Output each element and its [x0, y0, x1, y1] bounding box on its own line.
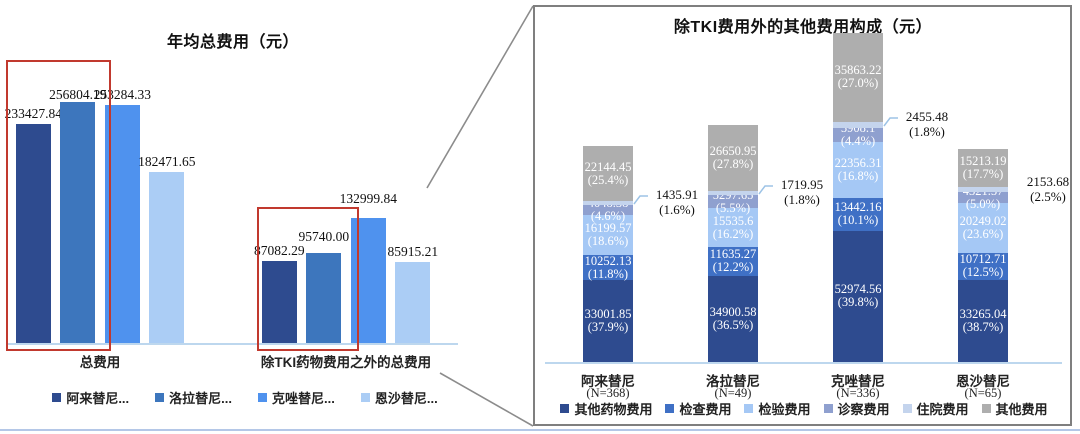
left-bar-克唑替尼-1 — [350, 218, 386, 343]
callout-label-克唑替尼: 2455.48 (1.8%) — [905, 108, 949, 139]
left-legend-item: 阿来替尼... — [52, 388, 129, 407]
right-category-label: 洛拉替尼 — [706, 374, 760, 389]
segment-检查费用-克唑替尼 — [833, 197, 883, 231]
left-legend-item: 恩沙替尼... — [360, 388, 438, 407]
right-legend-item: 检验费用 — [744, 399, 811, 418]
legend-swatch-icon — [981, 404, 991, 413]
right-category-n-label: (N=336) — [836, 386, 880, 400]
highlight-box-excl-tki — [257, 207, 359, 351]
right-chart-legend: 其他药物费用 检查费用 检验费用 诊察费用 住院费用 其他费用 — [540, 399, 1068, 418]
left-legend-item: 克唑替尼... — [258, 388, 335, 407]
segment-检验费用-阿来替尼 — [583, 214, 633, 255]
legend-swatch-icon — [155, 393, 165, 402]
right-chart-title: 除TKI费用外的其他费用构成（元） — [673, 19, 933, 36]
segment-住院费用-洛拉替尼 — [708, 190, 758, 196]
left-bar-value-label: 256804.19 — [49, 86, 107, 102]
segment-其他药物费用-阿来替尼 — [583, 280, 633, 362]
legend-swatch-icon — [52, 393, 62, 402]
left-bar-阿来替尼-0 — [15, 123, 51, 343]
left-bar-value-label: 87082.29 — [253, 243, 305, 259]
highlight-box-total — [6, 60, 111, 351]
page-bottom-rule — [0, 429, 1080, 431]
segment-住院费用-阿来替尼 — [583, 201, 633, 205]
segment-诊察费用-恩沙替尼 — [958, 192, 1008, 203]
callout-label-洛拉替尼: 1719.95 (1.8%) — [780, 177, 824, 208]
callout-label-恩沙替尼: 2153.68 (2.5%) — [1026, 173, 1070, 204]
segment-检验费用-洛拉替尼 — [708, 208, 758, 247]
right-x-axis — [545, 362, 1062, 364]
left-bar-value-label: 182471.65 — [138, 153, 196, 169]
segment-检验费用-恩沙替尼 — [958, 203, 1008, 254]
segment-住院费用-克唑替尼 — [833, 121, 883, 128]
segment-诊察费用-阿来替尼 — [583, 204, 633, 215]
legend-swatch-icon — [258, 393, 267, 402]
left-bar-value-label: 95740.00 — [298, 229, 350, 245]
left-bar-value-label: 233427.84 — [4, 105, 62, 121]
legend-swatch-icon — [360, 393, 370, 402]
segment-其他药物费用-洛拉替尼 — [708, 275, 758, 362]
segment-住院费用-恩沙替尼 — [958, 186, 1008, 193]
left-bar-洛拉替尼-0 — [60, 101, 96, 343]
legend-swatch-icon — [560, 404, 570, 413]
segment-诊察费用-洛拉替尼 — [708, 195, 758, 209]
segment-其他费用-恩沙替尼 — [958, 149, 1008, 187]
left-category-label: 总费用 — [79, 355, 121, 370]
callout-elbow-line — [758, 185, 773, 195]
left-bar-恩沙替尼-1 — [395, 262, 431, 343]
legend-swatch-icon — [823, 404, 833, 413]
segment-其他费用-洛拉替尼 — [708, 125, 758, 191]
right-legend-item: 住院费用 — [902, 399, 969, 418]
left-bar-value-label: 85915.21 — [387, 244, 439, 260]
left-bar-阿来替尼-1 — [261, 261, 297, 343]
segment-检查费用-洛拉替尼 — [708, 246, 758, 276]
left-category-label: 除TKI药物费用之外的总费用 — [260, 355, 432, 370]
segment-其他费用-克唑替尼 — [833, 32, 883, 122]
callout-elbow-line — [883, 116, 898, 127]
left-legend-item: 洛拉替尼... — [155, 388, 232, 407]
legend-swatch-icon — [665, 404, 675, 413]
right-category-label: 阿来替尼 — [581, 374, 635, 389]
segment-其他费用-阿来替尼 — [583, 146, 633, 202]
right-category-label: 恩沙替尼 — [956, 374, 1010, 389]
right-legend-item: 其他费用 — [981, 399, 1048, 418]
legend-swatch-icon — [744, 404, 754, 413]
segment-诊察费用-克唑替尼 — [833, 127, 883, 143]
right-category-n-label: (N=65) — [964, 386, 1002, 400]
segment-检查费用-阿来替尼 — [583, 254, 633, 281]
callout-label-阿来替尼: 1435.91 (1.6%) — [655, 187, 699, 218]
left-chart-legend: 阿来替尼... 洛拉替尼... 克唑替尼... 恩沙替尼... — [30, 388, 460, 407]
left-bar-洛拉替尼-1 — [306, 253, 342, 343]
left-bar-恩沙替尼-0 — [149, 171, 185, 343]
left-bar-value-label: 132999.84 — [339, 191, 397, 207]
right-category-n-label: (N=368) — [586, 386, 630, 400]
left-x-axis — [6, 343, 458, 345]
segment-其他药物费用-克唑替尼 — [833, 230, 883, 362]
left-bar-value-label: 253284.33 — [93, 87, 151, 103]
segment-检验费用-克唑替尼 — [833, 142, 883, 198]
left-chart-title: 年均总费用（元） — [166, 34, 299, 51]
callout-elbow-line — [633, 195, 648, 205]
right-category-n-label: (N=49) — [714, 386, 752, 400]
right-legend-item: 其他药物费用 — [560, 399, 652, 418]
segment-其他药物费用-恩沙替尼 — [958, 279, 1008, 362]
legend-swatch-icon — [902, 404, 912, 413]
right-legend-item: 检查费用 — [665, 399, 731, 418]
right-category-label: 克唑替尼 — [831, 374, 885, 389]
right-legend-item: 诊察费用 — [823, 399, 890, 418]
segment-检查费用-恩沙替尼 — [958, 253, 1008, 280]
